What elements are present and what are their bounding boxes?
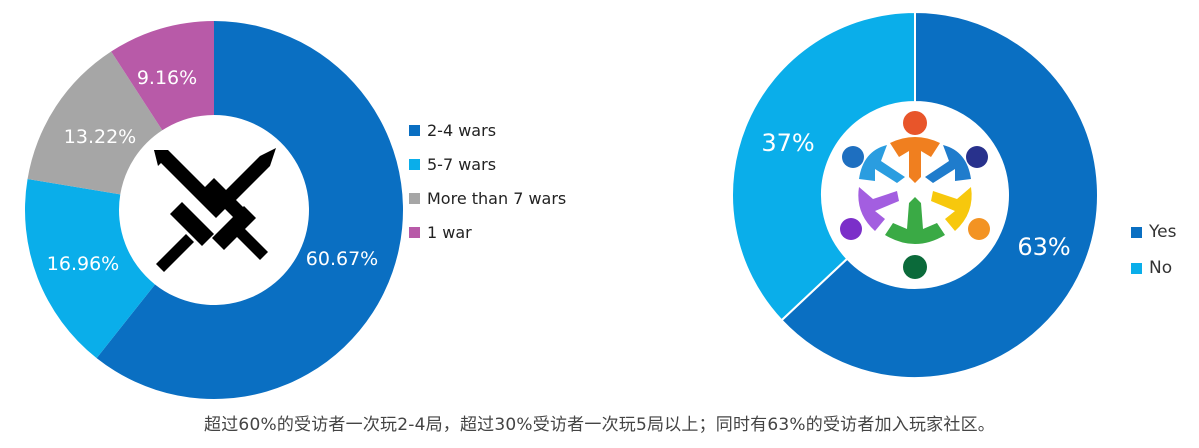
donut-slice-yes: [780, 10, 1099, 379]
legend-swatch: [1131, 226, 1142, 238]
legend-item-2-4-wars: 2-4 wars: [409, 113, 566, 147]
crossed-swords-icon: [154, 148, 276, 272]
slice-value-label: 9.16%: [137, 67, 197, 89]
legend-swatch: [409, 192, 420, 204]
legend-label: More than 7 wars: [427, 188, 567, 208]
donut-slice-more-than-7-wars: [27, 51, 163, 195]
wars-legend: 2-4 wars 5-7 wars More than 7 wars 1 war: [409, 113, 566, 249]
donut-slice-1-war: [111, 21, 214, 131]
community-membership-donut: 63% 37%: [731, 10, 1099, 379]
slice-value-label: 37%: [761, 129, 814, 157]
legend-swatch: [409, 158, 420, 170]
donut-slice-5-7-wars: [24, 179, 156, 359]
donut-slice-no: [731, 10, 916, 322]
legend-item-yes: Yes: [1131, 214, 1176, 250]
legend-swatch: [409, 124, 420, 136]
legend-label: 1 war: [427, 222, 472, 242]
wars-per-session-donut: 60.67% 16.96% 13.22% 9.16%: [24, 21, 403, 399]
donut-slice-2-4-wars: [96, 21, 403, 399]
legend-swatch: [409, 226, 420, 238]
slice-value-label: 13.22%: [64, 126, 136, 148]
legend-item-no: No: [1131, 250, 1176, 286]
slice-value-label: 60.67%: [306, 248, 378, 270]
legend-label: Yes: [1149, 222, 1177, 242]
community-people-icon: [840, 111, 990, 279]
slice-value-label: 16.96%: [47, 253, 119, 275]
legend-label: No: [1149, 258, 1173, 278]
legend-swatch: [1131, 262, 1142, 274]
slice-value-label: 63%: [1017, 233, 1070, 261]
legend-item-5-7-wars: 5-7 wars: [409, 147, 566, 181]
legend-label: 2-4 wars: [427, 120, 497, 140]
legend-label: 5-7 wars: [427, 154, 497, 174]
legend-item-more-than-7-wars: More than 7 wars: [409, 181, 566, 215]
legend-item-1-war: 1 war: [409, 215, 566, 249]
community-legend: Yes No: [1131, 214, 1176, 286]
chart-caption: 超过60%的受访者一次玩2-4局，超过30%受访者一次玩5局以上；同时有63%的…: [204, 415, 995, 435]
